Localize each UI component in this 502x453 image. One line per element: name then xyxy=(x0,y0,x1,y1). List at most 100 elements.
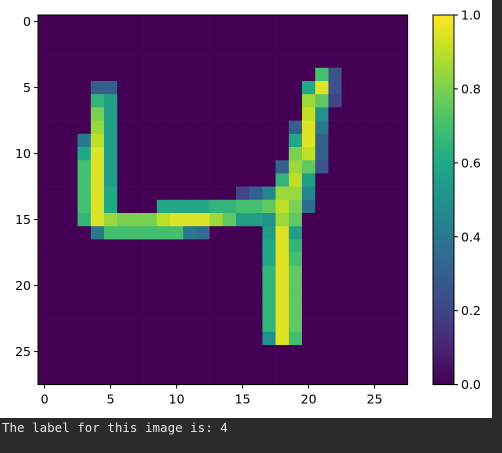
heatmap-cell xyxy=(156,41,171,55)
heatmap-cell xyxy=(64,94,78,108)
x-axis: 0 5 10 15 20 25 xyxy=(41,384,383,407)
heatmap-cell xyxy=(341,107,356,121)
heatmap-cell xyxy=(368,15,382,29)
heatmap-cell xyxy=(236,358,250,372)
heatmap-cell xyxy=(77,81,92,95)
heatmap-cell xyxy=(130,133,144,148)
heatmap-cell xyxy=(354,186,369,201)
heatmap-cell xyxy=(302,147,316,161)
heatmap-cell xyxy=(183,199,197,214)
heatmap-cell xyxy=(156,199,171,214)
heatmap-cell xyxy=(117,81,131,95)
heatmap-cell xyxy=(262,133,276,148)
heatmap-cell xyxy=(104,265,118,280)
heatmap-cell xyxy=(354,371,369,385)
heatmap-cell xyxy=(143,94,158,108)
heatmap-cell xyxy=(156,160,171,174)
heatmap-cell xyxy=(236,81,250,95)
heatmap-cell xyxy=(328,331,342,346)
heatmap-cell xyxy=(209,199,224,214)
heatmap-cell xyxy=(51,305,65,319)
heatmap-cell xyxy=(156,186,171,201)
heatmap-cell xyxy=(275,147,290,161)
heatmap-cell xyxy=(302,186,316,201)
heatmap-cell xyxy=(90,199,105,214)
heatmap-cell xyxy=(354,133,369,148)
heatmap-cell xyxy=(143,133,158,148)
heatmap-cell xyxy=(196,81,210,95)
heatmap-cell xyxy=(77,41,92,55)
heatmap-cell xyxy=(249,94,263,108)
heatmap-cell xyxy=(104,160,118,174)
heatmap-cell xyxy=(209,28,224,42)
heatmap-cell xyxy=(183,94,197,108)
heatmap-cell xyxy=(394,107,408,121)
heatmap-cell xyxy=(77,226,92,240)
heatmap-cell xyxy=(209,120,224,135)
heatmap-cell xyxy=(143,345,158,359)
heatmap-cell xyxy=(368,371,382,385)
heatmap-cell xyxy=(196,107,210,121)
heatmap-cell xyxy=(394,28,408,42)
heatmap-cell xyxy=(262,186,276,201)
heatmap-cell xyxy=(196,28,210,42)
heatmap-cell xyxy=(288,279,303,293)
heatmap-cell xyxy=(130,292,144,306)
heatmap-cell xyxy=(156,279,171,293)
heatmap-cell xyxy=(394,199,408,214)
heatmap-cell xyxy=(275,28,290,42)
heatmap-cell xyxy=(341,226,356,240)
heatmap-cell xyxy=(51,213,65,227)
heatmap-cell xyxy=(368,305,382,319)
heatmap-cell xyxy=(156,67,171,82)
heatmap-cell xyxy=(222,345,237,359)
heatmap-cell xyxy=(328,358,342,372)
heatmap-cell xyxy=(222,186,237,201)
x-tick-label: 5 xyxy=(107,392,115,407)
heatmap-cell xyxy=(288,81,303,95)
heatmap-cell xyxy=(249,239,263,253)
colorbar-tick-label: 0.2 xyxy=(461,303,481,318)
heatmap-cell xyxy=(117,226,131,240)
heatmap-cell xyxy=(38,81,52,95)
heatmap-cell xyxy=(354,147,369,161)
heatmap-cell xyxy=(64,331,78,346)
x-tick-label: 0 xyxy=(41,392,49,407)
heatmap-cell xyxy=(130,345,144,359)
heatmap-cell xyxy=(222,15,237,29)
heatmap-cell xyxy=(117,331,131,346)
heatmap-cell xyxy=(51,358,65,372)
heatmap-cell xyxy=(170,186,184,201)
heatmap-cell xyxy=(143,199,158,214)
x-tick-label: 20 xyxy=(301,392,317,407)
heatmap-cell xyxy=(104,199,118,214)
heatmap-cell xyxy=(196,265,210,280)
heatmap-cell xyxy=(368,67,382,82)
heatmap-cell xyxy=(209,331,224,346)
heatmap-cell xyxy=(90,160,105,174)
heatmap-cell xyxy=(381,213,395,227)
heatmap-cell xyxy=(236,54,250,69)
heatmap-cell xyxy=(64,133,78,148)
heatmap-cell xyxy=(368,41,382,55)
heatmap-cell xyxy=(328,265,342,280)
heatmap-cell xyxy=(117,318,131,333)
heatmap-cell xyxy=(368,199,382,214)
heatmap-cell xyxy=(354,41,369,55)
heatmap-cell xyxy=(328,120,342,135)
heatmap-cell xyxy=(302,160,316,174)
heatmap-cell xyxy=(381,371,395,385)
heatmap-cell xyxy=(117,173,131,187)
heatmap-cell xyxy=(104,345,118,359)
heatmap-cell xyxy=(315,226,329,240)
heatmap-cell xyxy=(275,279,290,293)
heatmap-cell xyxy=(117,15,131,29)
heatmap-cell xyxy=(275,67,290,82)
heatmap-cell xyxy=(90,213,105,227)
heatmap-cell xyxy=(381,173,395,187)
heatmap-cell xyxy=(302,252,316,267)
heatmap-cell xyxy=(51,199,65,214)
heatmap-cell xyxy=(90,226,105,240)
heatmap-cell xyxy=(394,345,408,359)
heatmap-cell xyxy=(170,120,184,135)
